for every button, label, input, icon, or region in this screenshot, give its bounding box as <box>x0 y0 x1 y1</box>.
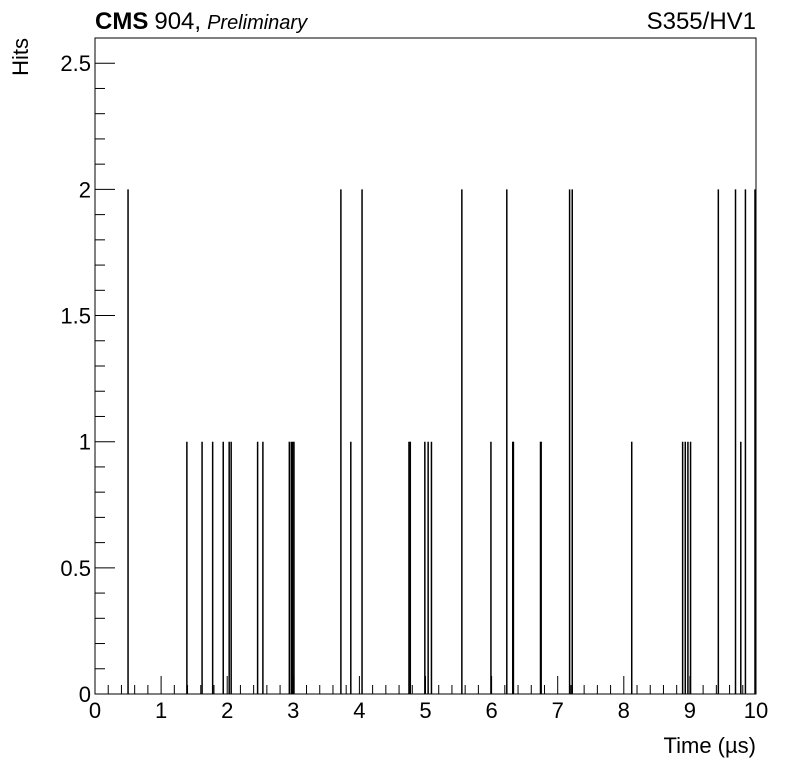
y-tick-label: 2 <box>79 177 91 202</box>
run-label: S355/HV1 <box>647 8 756 35</box>
x-tick-label: 10 <box>744 698 768 723</box>
hits-bars <box>127 189 756 694</box>
x-tick-label: 1 <box>155 698 167 723</box>
x-tick-label: 0 <box>89 698 101 723</box>
x-axis-title: Time (µs) <box>663 733 756 758</box>
x-tick-label: 9 <box>684 698 696 723</box>
chart-header: CMS 904, Preliminary <box>95 8 308 35</box>
y-axis-title: Hits <box>8 38 33 76</box>
y-tick-label: 0.5 <box>60 556 91 581</box>
x-tick-label: 4 <box>353 698 365 723</box>
y-tick-label: 2.5 <box>60 51 91 76</box>
x-tick-label: 6 <box>485 698 497 723</box>
x-tick-label: 7 <box>552 698 564 723</box>
axes: 0 1 2 3 4 5 6 7 8 9 10 0 0.5 1 1.5 2 2.5 <box>60 37 768 723</box>
y-tick-label: 1 <box>79 430 91 455</box>
y-tick-label: 0 <box>79 682 91 707</box>
experiment-name: CMS <box>95 8 148 35</box>
y-tick-label: 1.5 <box>60 304 91 329</box>
x-tick-label: 3 <box>287 698 299 723</box>
x-tick-label: 8 <box>618 698 630 723</box>
location-label: 904, <box>154 8 201 35</box>
x-tick-label: 2 <box>221 698 233 723</box>
x-tick-label: 5 <box>419 698 431 723</box>
status-label: Preliminary <box>207 12 308 34</box>
